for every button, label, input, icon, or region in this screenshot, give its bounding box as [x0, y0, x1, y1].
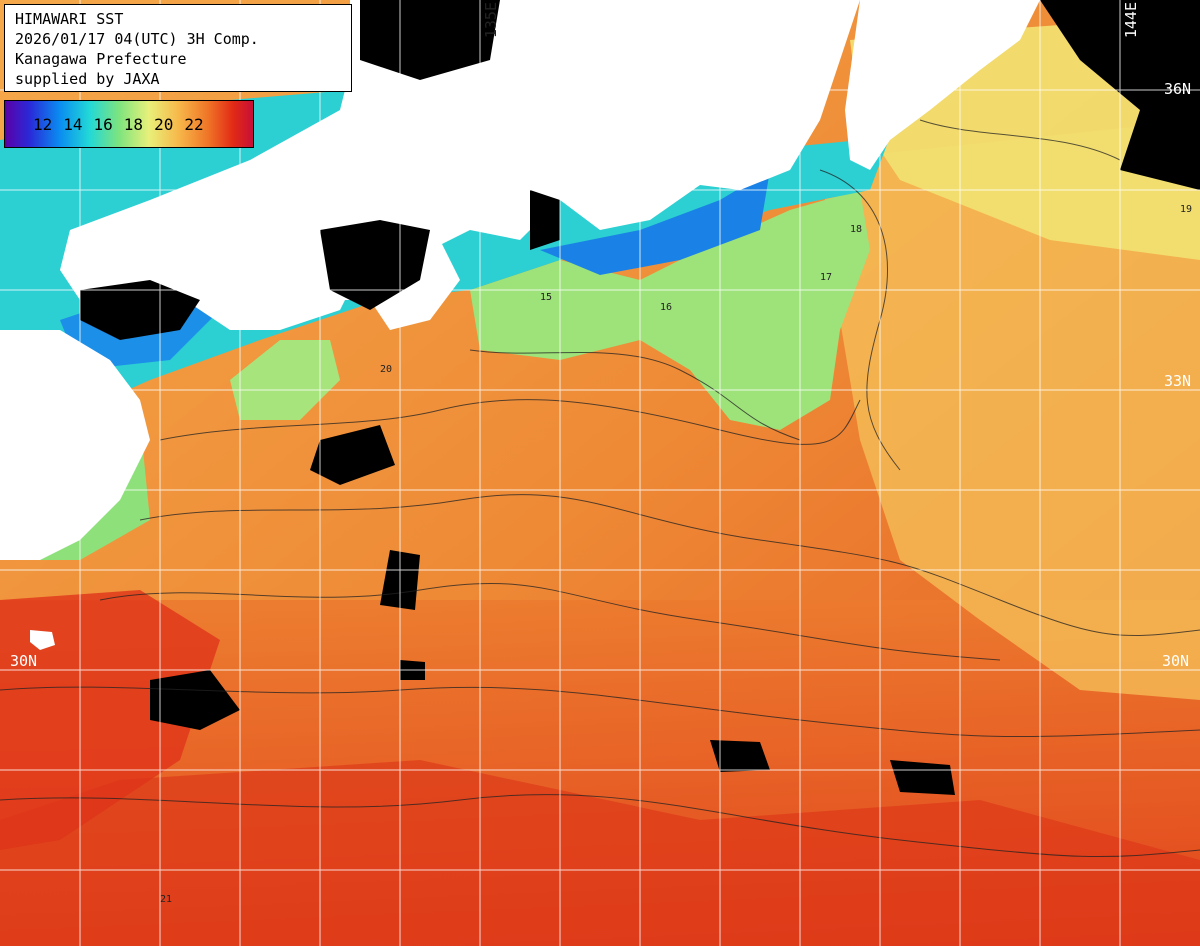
lat-label-36n: 36N: [1164, 80, 1192, 98]
title-line-4: supplied by JAXA: [15, 70, 160, 88]
land-boso: [845, 0, 1040, 170]
scale-tick-20: 20: [154, 115, 174, 134]
color-scale-ticks: 12 14 16 18 20 22: [33, 115, 204, 134]
lat-label-30n-right: 30N: [1162, 652, 1190, 670]
cloud-ise: [530, 190, 560, 250]
sea-green-coastal: [470, 190, 870, 430]
contour-value-labels: 19 20 21 18 17 16 15: [160, 204, 1192, 905]
land-island-small: [30, 630, 55, 650]
contour-label-19a: 19: [1180, 204, 1192, 215]
sea-blue-bay: [540, 170, 770, 275]
lon-label-144e: 144E: [1122, 2, 1140, 39]
scale-tick-22: 22: [184, 115, 204, 134]
cloud-northeast: [1040, 0, 1200, 190]
cloud-cluster-4: [710, 740, 770, 772]
scale-tick-16: 16: [93, 115, 113, 134]
contour-label-16a: 16: [660, 302, 672, 313]
contour-label-15a: 15: [540, 292, 552, 303]
land-kyushu: [0, 330, 150, 560]
title-line-1: HIMAWARI SST: [15, 10, 124, 28]
cloud-cluster-3: [150, 670, 240, 730]
contour-label-20a: 20: [380, 364, 392, 375]
sea-green-west: [230, 340, 340, 420]
title-line-2: 2026/01/17 04(UTC) 3H Comp.: [15, 30, 259, 48]
title-line-3: Kanagawa Prefecture: [15, 50, 187, 68]
title-block: HIMAWARI SST 2026/01/17 04(UTC) 3H Comp.…: [4, 4, 352, 92]
cloud-cluster-5: [890, 760, 955, 795]
contour-label-21a: 21: [160, 894, 172, 905]
cloud-kii: [320, 220, 430, 310]
cloud-shikoku-west: [80, 280, 200, 340]
scale-tick-12: 12: [33, 115, 53, 134]
lat-label-33n-right: 33N: [1164, 372, 1192, 390]
contour-label-18a: 18: [850, 224, 862, 235]
lat-label-33-left: 33: [8, 372, 27, 390]
sea-hot-southwest: [0, 590, 220, 850]
cloud-cluster-1: [310, 425, 395, 485]
contour-label-17a: 17: [820, 272, 832, 283]
contour-lines: [0, 119, 1200, 858]
land-shikoku: [215, 240, 360, 330]
lon-label-135e: 135E: [482, 2, 500, 39]
lat-label-30n-left: 30N: [10, 652, 38, 670]
sea-mild-east: [820, 120, 1200, 700]
color-scale-legend: 12 14 16 18 20 22: [4, 100, 254, 148]
scale-tick-14: 14: [63, 115, 83, 134]
scale-tick-18: 18: [123, 115, 144, 134]
land-honshu: [60, 0, 860, 330]
cloud-northwest-1: [360, 0, 500, 80]
